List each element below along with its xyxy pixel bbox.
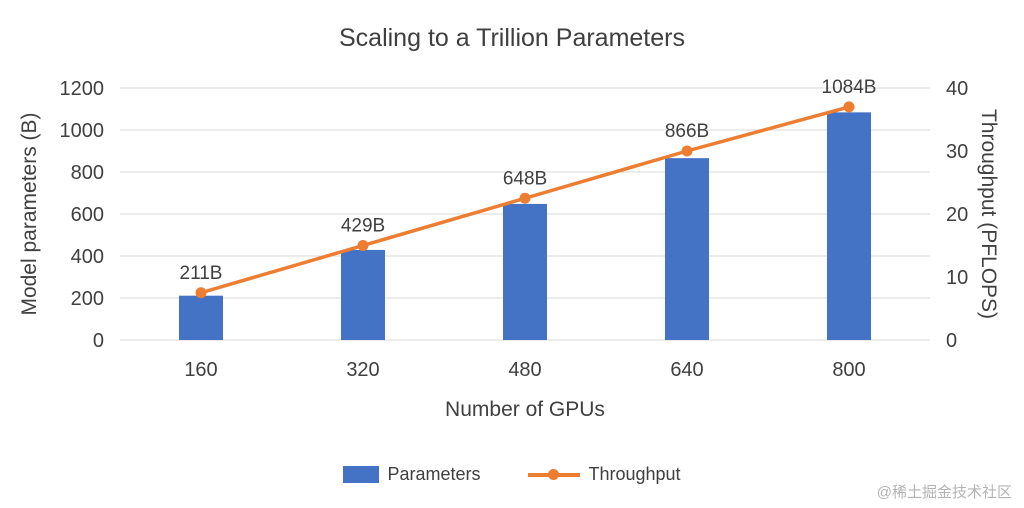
left-axis-tick: 200 bbox=[71, 288, 104, 310]
line-marker bbox=[681, 145, 693, 157]
left-axis-tick: 1200 bbox=[60, 78, 105, 100]
data-label: 866B bbox=[665, 121, 709, 142]
legend-label-parameters: Parameters bbox=[387, 464, 481, 484]
line-marker bbox=[357, 240, 369, 251]
x-axis-tick: 480 bbox=[508, 359, 541, 381]
x-axis-title: Number of GPUs bbox=[445, 398, 605, 421]
throughput-swatch-icon bbox=[528, 469, 581, 480]
bar-800 bbox=[827, 112, 871, 340]
left-axis-tick: 400 bbox=[71, 246, 104, 268]
legend-label-throughput: Throughput bbox=[588, 464, 681, 484]
data-label: 1084B bbox=[822, 77, 877, 98]
data-label: 648B bbox=[503, 168, 547, 189]
right-axis-tick: 20 bbox=[946, 204, 968, 226]
watermark: @稀土掘金技术社区 bbox=[876, 484, 1012, 501]
left-axis-tick: 800 bbox=[71, 162, 104, 184]
right-axis-tick: 10 bbox=[946, 267, 968, 289]
bar-480 bbox=[503, 203, 547, 340]
bar-640 bbox=[665, 158, 709, 340]
line-marker bbox=[195, 287, 207, 299]
x-axis-tick: 320 bbox=[346, 359, 379, 381]
data-label: 211B bbox=[180, 263, 223, 284]
legend: Parameters Throughput bbox=[0, 464, 1024, 485]
chart-title: Scaling to a Trillion Parameters bbox=[339, 24, 685, 52]
data-label: 429B bbox=[341, 216, 385, 237]
legend-item-parameters: Parameters bbox=[343, 464, 480, 485]
x-axis-tick: 800 bbox=[832, 359, 865, 381]
line-marker bbox=[843, 101, 855, 113]
parameters-swatch-icon bbox=[343, 466, 380, 483]
bar-160 bbox=[179, 295, 223, 340]
line-marker bbox=[519, 192, 531, 204]
left-axis-tick: 1000 bbox=[60, 120, 105, 142]
right-axis-tick: 40 bbox=[946, 78, 968, 100]
x-axis-tick: 160 bbox=[184, 359, 217, 381]
bar-320 bbox=[341, 249, 385, 340]
right-axis-tick: 0 bbox=[946, 330, 957, 352]
left-axis-tick: 600 bbox=[71, 204, 104, 226]
right-axis-tick: 30 bbox=[946, 141, 968, 163]
legend-item-throughput: Throughput bbox=[528, 464, 681, 485]
left-axis-tick: 0 bbox=[93, 330, 104, 352]
x-axis-tick: 640 bbox=[670, 359, 703, 381]
